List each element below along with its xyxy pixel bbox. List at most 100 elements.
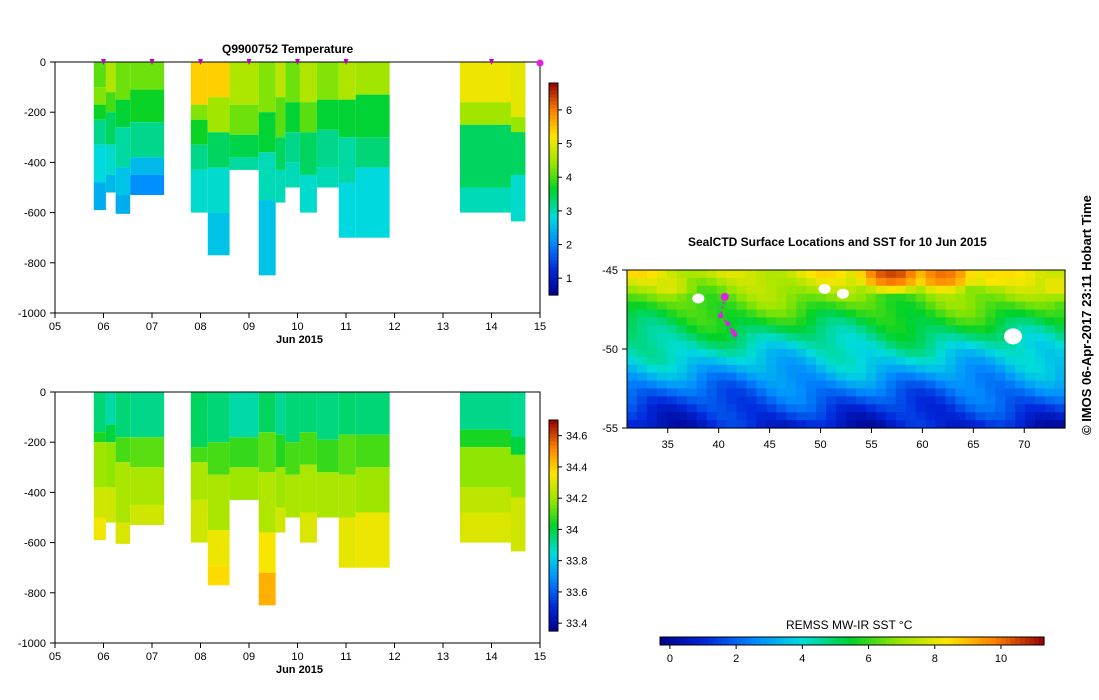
sst-cell <box>627 277 638 287</box>
profile-band <box>338 99 356 138</box>
profile-band <box>338 474 356 518</box>
sst-cell <box>995 301 1006 311</box>
sst-cell <box>656 285 668 295</box>
sst-cell <box>895 293 907 303</box>
sst-cell <box>1025 285 1036 295</box>
sst-cell <box>756 325 767 334</box>
sst-cell <box>915 356 927 366</box>
profile-band <box>258 572 276 606</box>
colorbar-segment <box>549 532 558 537</box>
profile-column-0-2 <box>115 62 131 214</box>
sst-cell <box>1015 364 1026 374</box>
sst-cell <box>855 285 867 295</box>
sst-cell <box>945 420 957 429</box>
sst-colorbar-segment <box>948 637 954 645</box>
sst-cell <box>846 364 857 374</box>
sst-cell <box>865 380 877 390</box>
sst-colorbar-segment <box>832 637 839 645</box>
sst-cell <box>1055 412 1066 421</box>
sst-cell <box>875 364 887 374</box>
sst-cell <box>915 285 927 295</box>
land-mask <box>692 293 705 304</box>
sst-cell <box>696 404 708 413</box>
profile-column-0-0 <box>93 62 106 211</box>
profile-column-0-7 <box>258 62 276 276</box>
sst-cell <box>826 404 837 413</box>
colorbar-segment <box>549 465 558 470</box>
sst-cell <box>925 325 937 334</box>
sst-cell <box>1045 396 1056 405</box>
sst-cell <box>706 333 718 342</box>
colorbar-segment <box>549 444 558 449</box>
colorbar-segment <box>549 90 558 95</box>
colorbar-tick-label: 33.8 <box>566 556 587 568</box>
x-tick-label: 08 <box>194 321 206 333</box>
sst-cell <box>1055 388 1066 397</box>
sst-cell <box>985 325 996 334</box>
sst-cell <box>1045 380 1056 390</box>
sst-cell <box>796 333 807 342</box>
sst-cell <box>726 317 738 326</box>
x-tick-label: 12 <box>388 651 400 663</box>
sst-cell <box>736 420 748 429</box>
sst-cell <box>746 420 758 429</box>
sst-cell <box>915 420 927 429</box>
profile-band <box>115 62 131 100</box>
sst-cell <box>965 380 977 390</box>
sst-cell <box>875 309 887 318</box>
sst-cell <box>995 380 1006 390</box>
sst-cell <box>736 356 748 366</box>
sst-cell <box>627 293 638 303</box>
profile-column-1-1 <box>105 392 116 523</box>
colorbar-segment <box>549 514 558 520</box>
sst-cell <box>1005 301 1016 311</box>
x-tick-label: 05 <box>49 321 61 333</box>
sst-cell <box>905 333 917 342</box>
colorbar-segment <box>549 627 558 632</box>
sst-cell <box>746 396 758 405</box>
profile-band <box>285 392 300 443</box>
sst-cell <box>636 285 648 295</box>
sst-cell <box>627 404 638 413</box>
sst-cell <box>955 341 967 350</box>
sst-colorbar-segment <box>698 637 704 645</box>
sst-cell <box>656 270 668 279</box>
sst-cell <box>756 333 767 342</box>
profile-marker <box>489 59 494 65</box>
sst-cell <box>786 412 797 421</box>
colorbar-segment <box>549 609 558 615</box>
sst-cell <box>965 356 977 366</box>
colorbar-segment <box>549 599 558 604</box>
sst-cell <box>955 333 967 342</box>
sst-cell <box>945 364 957 374</box>
sst-cell <box>885 364 897 374</box>
sst-cell <box>736 341 748 350</box>
x-tick-label: 13 <box>437 651 449 663</box>
sst-colorbar-segment <box>914 637 920 645</box>
sst-cell <box>955 325 967 334</box>
sst-cell <box>756 420 767 429</box>
sst-cell <box>706 301 718 311</box>
sst-cell <box>786 317 797 326</box>
sst-cell <box>776 293 787 303</box>
profile-band <box>93 487 106 518</box>
sst-cell <box>656 356 668 366</box>
sst-cell <box>656 396 668 405</box>
sst-cell <box>925 317 937 326</box>
sst-cell <box>945 341 957 350</box>
sst-cell <box>965 396 977 405</box>
sst-cell <box>836 301 847 311</box>
sst-cell <box>935 388 947 397</box>
sst-cell <box>826 301 837 311</box>
sst-cell <box>676 293 688 303</box>
sst-cell <box>656 325 668 334</box>
colorbar-segment <box>549 189 558 194</box>
sst-cell <box>895 380 907 390</box>
sst-cell <box>1025 341 1036 350</box>
profile-column-0-5 <box>207 62 230 256</box>
sst-cell <box>736 412 748 421</box>
sst-cell <box>985 404 996 413</box>
sst-cell <box>766 404 777 413</box>
profile-band <box>130 467 165 505</box>
sst-cell <box>985 349 996 358</box>
